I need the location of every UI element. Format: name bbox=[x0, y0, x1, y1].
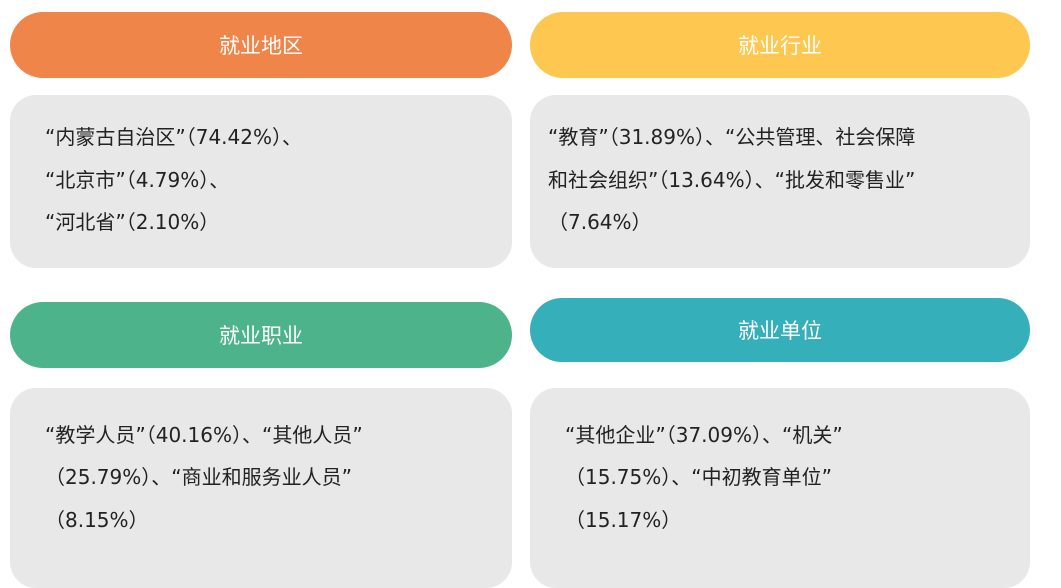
panel-text: （8.15%） bbox=[45, 508, 149, 532]
panel-header: 就业职业 bbox=[10, 302, 512, 368]
panel-text: “河北省”（2.10%） bbox=[45, 210, 220, 234]
panel-header: 就业地区 bbox=[10, 12, 512, 78]
panel-text: 和社会组织”（13.64%）、“批发和零售业” bbox=[548, 168, 916, 192]
panel-body bbox=[530, 388, 1030, 588]
panel-text: “教学人员”（40.16%）、“其他人员” bbox=[45, 423, 363, 447]
panel-text: （15.75%）、“中初教育单位” bbox=[565, 465, 832, 489]
panel-header: 就业行业 bbox=[530, 12, 1030, 78]
panel-body bbox=[530, 95, 1030, 268]
page: (() => { const data = JSON.parse(documen… bbox=[10, 12, 1030, 588]
panel-body bbox=[10, 388, 512, 588]
panel-text: （15.17%） bbox=[565, 508, 682, 532]
panel-text: “北京市”（4.79%）、 bbox=[45, 168, 230, 192]
panel-text: “教育”（31.89%）、“公共管理、社会保障 bbox=[548, 125, 916, 149]
panel-text: （7.64%） bbox=[548, 210, 652, 234]
panel-text: （25.79%）、“商业和服务业人员” bbox=[45, 465, 352, 489]
panel-text: “其他企业”（37.09%）、“机关” bbox=[565, 423, 843, 447]
panel-text: “内蒙古自治区”（74.42%）、 bbox=[45, 125, 302, 149]
panel-header: 就业单位 bbox=[530, 298, 1030, 362]
panel-body bbox=[10, 95, 512, 268]
